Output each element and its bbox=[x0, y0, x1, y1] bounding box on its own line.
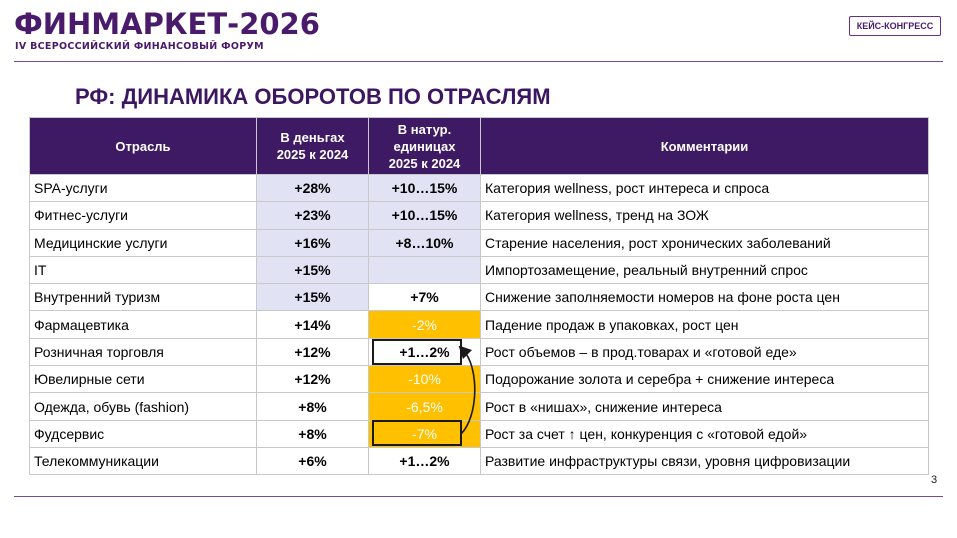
natural-cell: +10…15% bbox=[368, 173, 481, 203]
table-row: Одежда, обувь (fashion) +8% -6,5% Рост в… bbox=[29, 392, 929, 421]
header-divider bbox=[14, 61, 943, 62]
page-title: РФ: ДИНАМИКА ОБОРОТОВ ПО ОТРАСЛЯМ bbox=[75, 84, 551, 109]
industry-cell: Фудсервис bbox=[29, 419, 257, 448]
natural-cell: -2% bbox=[368, 310, 481, 339]
natural-cell: -10% bbox=[368, 365, 481, 394]
money-cell: +12% bbox=[256, 365, 369, 394]
table-row: Фармацевтика +14% -2% Падение продаж в у… bbox=[29, 310, 929, 339]
table-row: Ювелирные сети +12% -10% Подорожание зол… bbox=[29, 365, 929, 394]
natural-cell: +8…10% bbox=[368, 228, 481, 257]
money-cell: +14% bbox=[256, 310, 369, 339]
header-money-line1: В деньгах bbox=[280, 130, 345, 145]
natural-cell: +1…2% bbox=[368, 337, 481, 367]
comment-cell: Падение продаж в упаковках, рост цен bbox=[480, 310, 929, 339]
natural-cell: +10…15% bbox=[368, 201, 481, 230]
industry-cell: Медицинские услуги bbox=[29, 228, 257, 257]
industry-cell: SPA-услуги bbox=[29, 173, 257, 203]
header-comments: Комментарии bbox=[480, 117, 929, 175]
comment-cell: Рост за счет ↑ цен, конкуренция с «готов… bbox=[480, 419, 929, 448]
table-row: IT +15% Импортозамещение, реальный внутр… bbox=[29, 255, 929, 285]
table-row: Фитнес-услуги +23% +10…15% Категория wel… bbox=[29, 201, 929, 230]
header-money-line2: 2025 к 2024 bbox=[276, 147, 349, 162]
comment-cell: Категория wellness, рост интереса и спро… bbox=[480, 173, 929, 203]
money-cell: +15% bbox=[256, 283, 369, 312]
congress-badge: КЕЙС-КОНГРЕСС bbox=[849, 16, 941, 36]
highlight-box-retail bbox=[372, 339, 462, 365]
comment-cell: Развитие инфраструктуры связи, уровня ци… bbox=[480, 446, 929, 476]
comment-cell: Подорожание золота и серебра + снижение … bbox=[480, 365, 929, 394]
natural-cell: +7% bbox=[368, 283, 481, 312]
industry-cell: Фармацевтика bbox=[29, 310, 257, 339]
industry-cell: Внутренний туризм bbox=[29, 283, 257, 312]
money-cell: +6% bbox=[256, 446, 369, 476]
header-natural-line2: единицах bbox=[393, 138, 456, 154]
header-money: В деньгах 2025 к 2024 bbox=[256, 117, 369, 175]
money-cell: +15% bbox=[256, 255, 369, 285]
comment-cell: Импортозамещение, реальный внутренний сп… bbox=[480, 255, 929, 285]
industry-cell: Телекоммуникации bbox=[29, 446, 257, 476]
money-cell: +28% bbox=[256, 173, 369, 203]
money-cell: +16% bbox=[256, 228, 369, 257]
industry-turnover-table: Отрасль В деньгах 2025 к 2024 В натур. е… bbox=[29, 117, 929, 476]
header-natural-line1: В натур. bbox=[397, 121, 452, 137]
money-cell: +23% bbox=[256, 201, 369, 230]
comment-cell: Старение населения, рост хронических заб… bbox=[480, 228, 929, 257]
industry-cell: Ювелирные сети bbox=[29, 365, 257, 394]
comment-cell: Категория wellness, тренд на ЗОЖ bbox=[480, 201, 929, 230]
header-natural-line3: 2025 к 2024 bbox=[388, 155, 461, 171]
table-row: Медицинские услуги +16% +8…10% Старение … bbox=[29, 228, 929, 257]
industry-cell: Одежда, обувь (fashion) bbox=[29, 392, 257, 421]
header-industry: Отрасль bbox=[29, 117, 257, 175]
logo-subtitle: IV ВСЕРОССИЙСКИЙ ФИНАНСОВЫЙ ФОРУМ bbox=[15, 41, 264, 52]
money-cell: +12% bbox=[256, 337, 369, 367]
industry-cell: IT bbox=[29, 255, 257, 285]
industry-cell: Розничная торговля bbox=[29, 337, 257, 367]
comment-cell: Рост в «нишах», снижение интереса bbox=[480, 392, 929, 421]
table-row: Фудсервис +8% -7% Рост за счет ↑ цен, ко… bbox=[29, 419, 929, 448]
connector-arrow-icon bbox=[458, 346, 476, 435]
table-row: SPA-услуги +28% +10…15% Категория wellne… bbox=[29, 173, 929, 203]
money-cell: +8% bbox=[256, 392, 369, 421]
table-row: Телекоммуникации +6% +1…2% Развитие инфр… bbox=[29, 446, 929, 476]
natural-cell bbox=[368, 255, 481, 285]
comment-cell: Рост объемов – в прод.товарах и «готовой… bbox=[480, 337, 929, 367]
industry-cell: Фитнес-услуги bbox=[29, 201, 257, 230]
page-number: 3 bbox=[931, 474, 938, 486]
logo-title: ФИНМАРКЕТ-2026 bbox=[14, 7, 320, 41]
footer-divider bbox=[14, 496, 943, 497]
highlight-box-foodservice bbox=[372, 420, 462, 446]
table-row: Внутренний туризм +15% +7% Снижение запо… bbox=[29, 283, 929, 312]
money-cell: +8% bbox=[256, 419, 369, 448]
comment-cell: Снижение заполняемости номеров на фоне р… bbox=[480, 283, 929, 312]
table-row: Розничная торговля +12% +1…2% Рост объем… bbox=[29, 337, 929, 367]
table-header-row: Отрасль В деньгах 2025 к 2024 В натур. е… bbox=[29, 117, 929, 175]
natural-cell: +1…2% bbox=[368, 446, 481, 476]
natural-cell: -6,5% bbox=[368, 392, 481, 421]
header-natural: В натур. единицах 2025 к 2024 bbox=[368, 117, 481, 175]
